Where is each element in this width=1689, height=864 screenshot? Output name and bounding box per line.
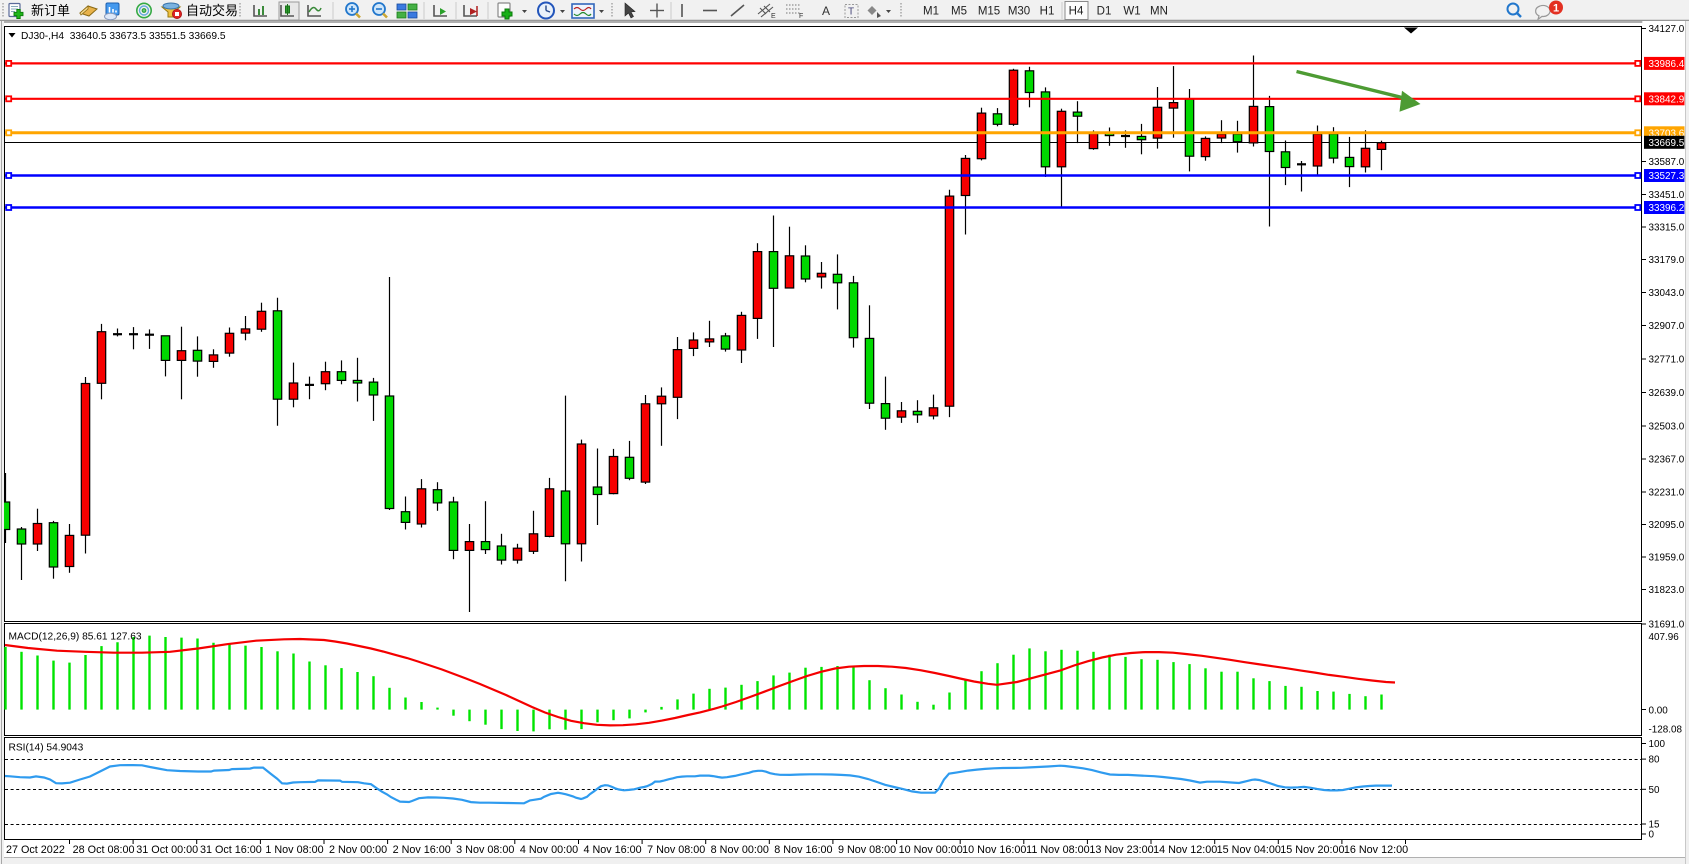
svg-text:M15: M15 [978, 6, 1000, 18]
svg-text:10 Nov 00:00: 10 Nov 00:00 [899, 844, 963, 856]
svg-text:M5: M5 [951, 6, 967, 18]
svg-text:T: T [848, 7, 854, 18]
svg-text:15: 15 [1649, 820, 1660, 831]
svg-text:3 Nov 08:00: 3 Nov 08:00 [456, 844, 514, 856]
svg-text:0.00: 0.00 [1649, 706, 1669, 717]
svg-text:H1: H1 [1040, 6, 1055, 18]
svg-text:33043.0: 33043.0 [1649, 288, 1685, 299]
svg-text:407.96: 407.96 [1649, 632, 1680, 643]
svg-text:32231.0: 32231.0 [1649, 488, 1685, 499]
svg-text:16 Nov 12:00: 16 Nov 12:00 [1344, 844, 1408, 856]
svg-text:F: F [799, 13, 803, 20]
svg-text:-128.08: -128.08 [1649, 725, 1683, 736]
svg-text:32503.0: 32503.0 [1649, 422, 1685, 433]
svg-text:H4: H4 [1069, 6, 1084, 18]
svg-text:33587.0: 33587.0 [1649, 157, 1685, 168]
svg-text:31959.0: 31959.0 [1649, 553, 1685, 564]
svg-text:15 Nov 20:00: 15 Nov 20:00 [1280, 844, 1344, 856]
svg-text:RSI(14) 54.9043: RSI(14) 54.9043 [9, 743, 84, 754]
svg-text:13 Nov 23:00: 13 Nov 23:00 [1089, 844, 1153, 856]
svg-text:33527.3: 33527.3 [1649, 171, 1685, 182]
svg-text:32639.0: 32639.0 [1649, 388, 1685, 399]
svg-text:2 Nov 16:00: 2 Nov 16:00 [393, 844, 451, 856]
svg-text:33669.5: 33669.5 [1649, 138, 1685, 149]
svg-text:32907.0: 32907.0 [1649, 321, 1685, 332]
svg-text:M30: M30 [1008, 6, 1030, 18]
svg-text:33703.6: 33703.6 [1649, 128, 1685, 139]
svg-text:50: 50 [1649, 785, 1660, 796]
svg-text:32095.0: 32095.0 [1649, 520, 1685, 531]
svg-text:15 Nov 04:00: 15 Nov 04:00 [1217, 844, 1281, 856]
svg-text:27 Oct 2022: 27 Oct 2022 [6, 844, 65, 856]
svg-text:DJ30-,H4 33640.5 33673.5 3355: DJ30-,H4 33640.5 33673.5 33551.5 33669.5 [21, 31, 226, 42]
svg-text:33315.0: 33315.0 [1649, 223, 1685, 234]
svg-text:28 Oct 08:00: 28 Oct 08:00 [73, 844, 135, 856]
svg-text:100: 100 [1649, 739, 1666, 750]
svg-text:31 Oct 00:00: 31 Oct 00:00 [136, 844, 198, 856]
svg-text:31691.0: 31691.0 [1649, 620, 1685, 631]
svg-text:33842.9: 33842.9 [1649, 94, 1685, 105]
svg-text:自动交易: 自动交易 [186, 3, 238, 18]
svg-text:31 Oct 16:00: 31 Oct 16:00 [200, 844, 262, 856]
svg-text:10 Nov 16:00: 10 Nov 16:00 [962, 844, 1026, 856]
svg-text:11 Nov 08:00: 11 Nov 08:00 [1026, 844, 1089, 856]
svg-text:MN: MN [1150, 6, 1168, 18]
svg-text:33396.2: 33396.2 [1649, 203, 1685, 214]
svg-text:7 Nov 08:00: 7 Nov 08:00 [647, 844, 705, 856]
svg-text:33986.4: 33986.4 [1649, 59, 1685, 70]
svg-text:8 Nov 16:00: 8 Nov 16:00 [774, 844, 832, 856]
svg-text:2 Nov 00:00: 2 Nov 00:00 [329, 844, 387, 856]
svg-text:14 Nov 12:00: 14 Nov 12:00 [1153, 844, 1217, 856]
svg-text:80: 80 [1649, 755, 1660, 766]
svg-text:D1: D1 [1097, 6, 1112, 18]
svg-text:W1: W1 [1123, 6, 1140, 18]
svg-text:32771.0: 32771.0 [1649, 355, 1685, 366]
svg-text:MACD(12,26,9) 85.61 127.63: MACD(12,26,9) 85.61 127.63 [9, 632, 142, 643]
svg-text:4 Nov 00:00: 4 Nov 00:00 [520, 844, 578, 856]
svg-text:4 Nov 16:00: 4 Nov 16:00 [583, 844, 641, 856]
svg-text:E: E [771, 13, 776, 20]
svg-text:1: 1 [1553, 3, 1559, 15]
svg-text:31823.0: 31823.0 [1649, 585, 1685, 596]
svg-text:1 Nov 08:00: 1 Nov 08:00 [265, 844, 323, 856]
svg-text:9 Nov 08:00: 9 Nov 08:00 [838, 844, 896, 856]
svg-text:8 Nov 00:00: 8 Nov 00:00 [711, 844, 769, 856]
svg-text:新订单: 新订单 [31, 3, 70, 18]
svg-text:0: 0 [1649, 830, 1655, 841]
svg-text:M1: M1 [923, 6, 939, 18]
svg-text:32367.0: 32367.0 [1649, 455, 1685, 466]
svg-text:34127.0: 34127.0 [1649, 24, 1685, 35]
svg-text:A: A [822, 4, 830, 18]
svg-text:33451.0: 33451.0 [1649, 190, 1685, 201]
svg-text:33179.0: 33179.0 [1649, 255, 1685, 266]
